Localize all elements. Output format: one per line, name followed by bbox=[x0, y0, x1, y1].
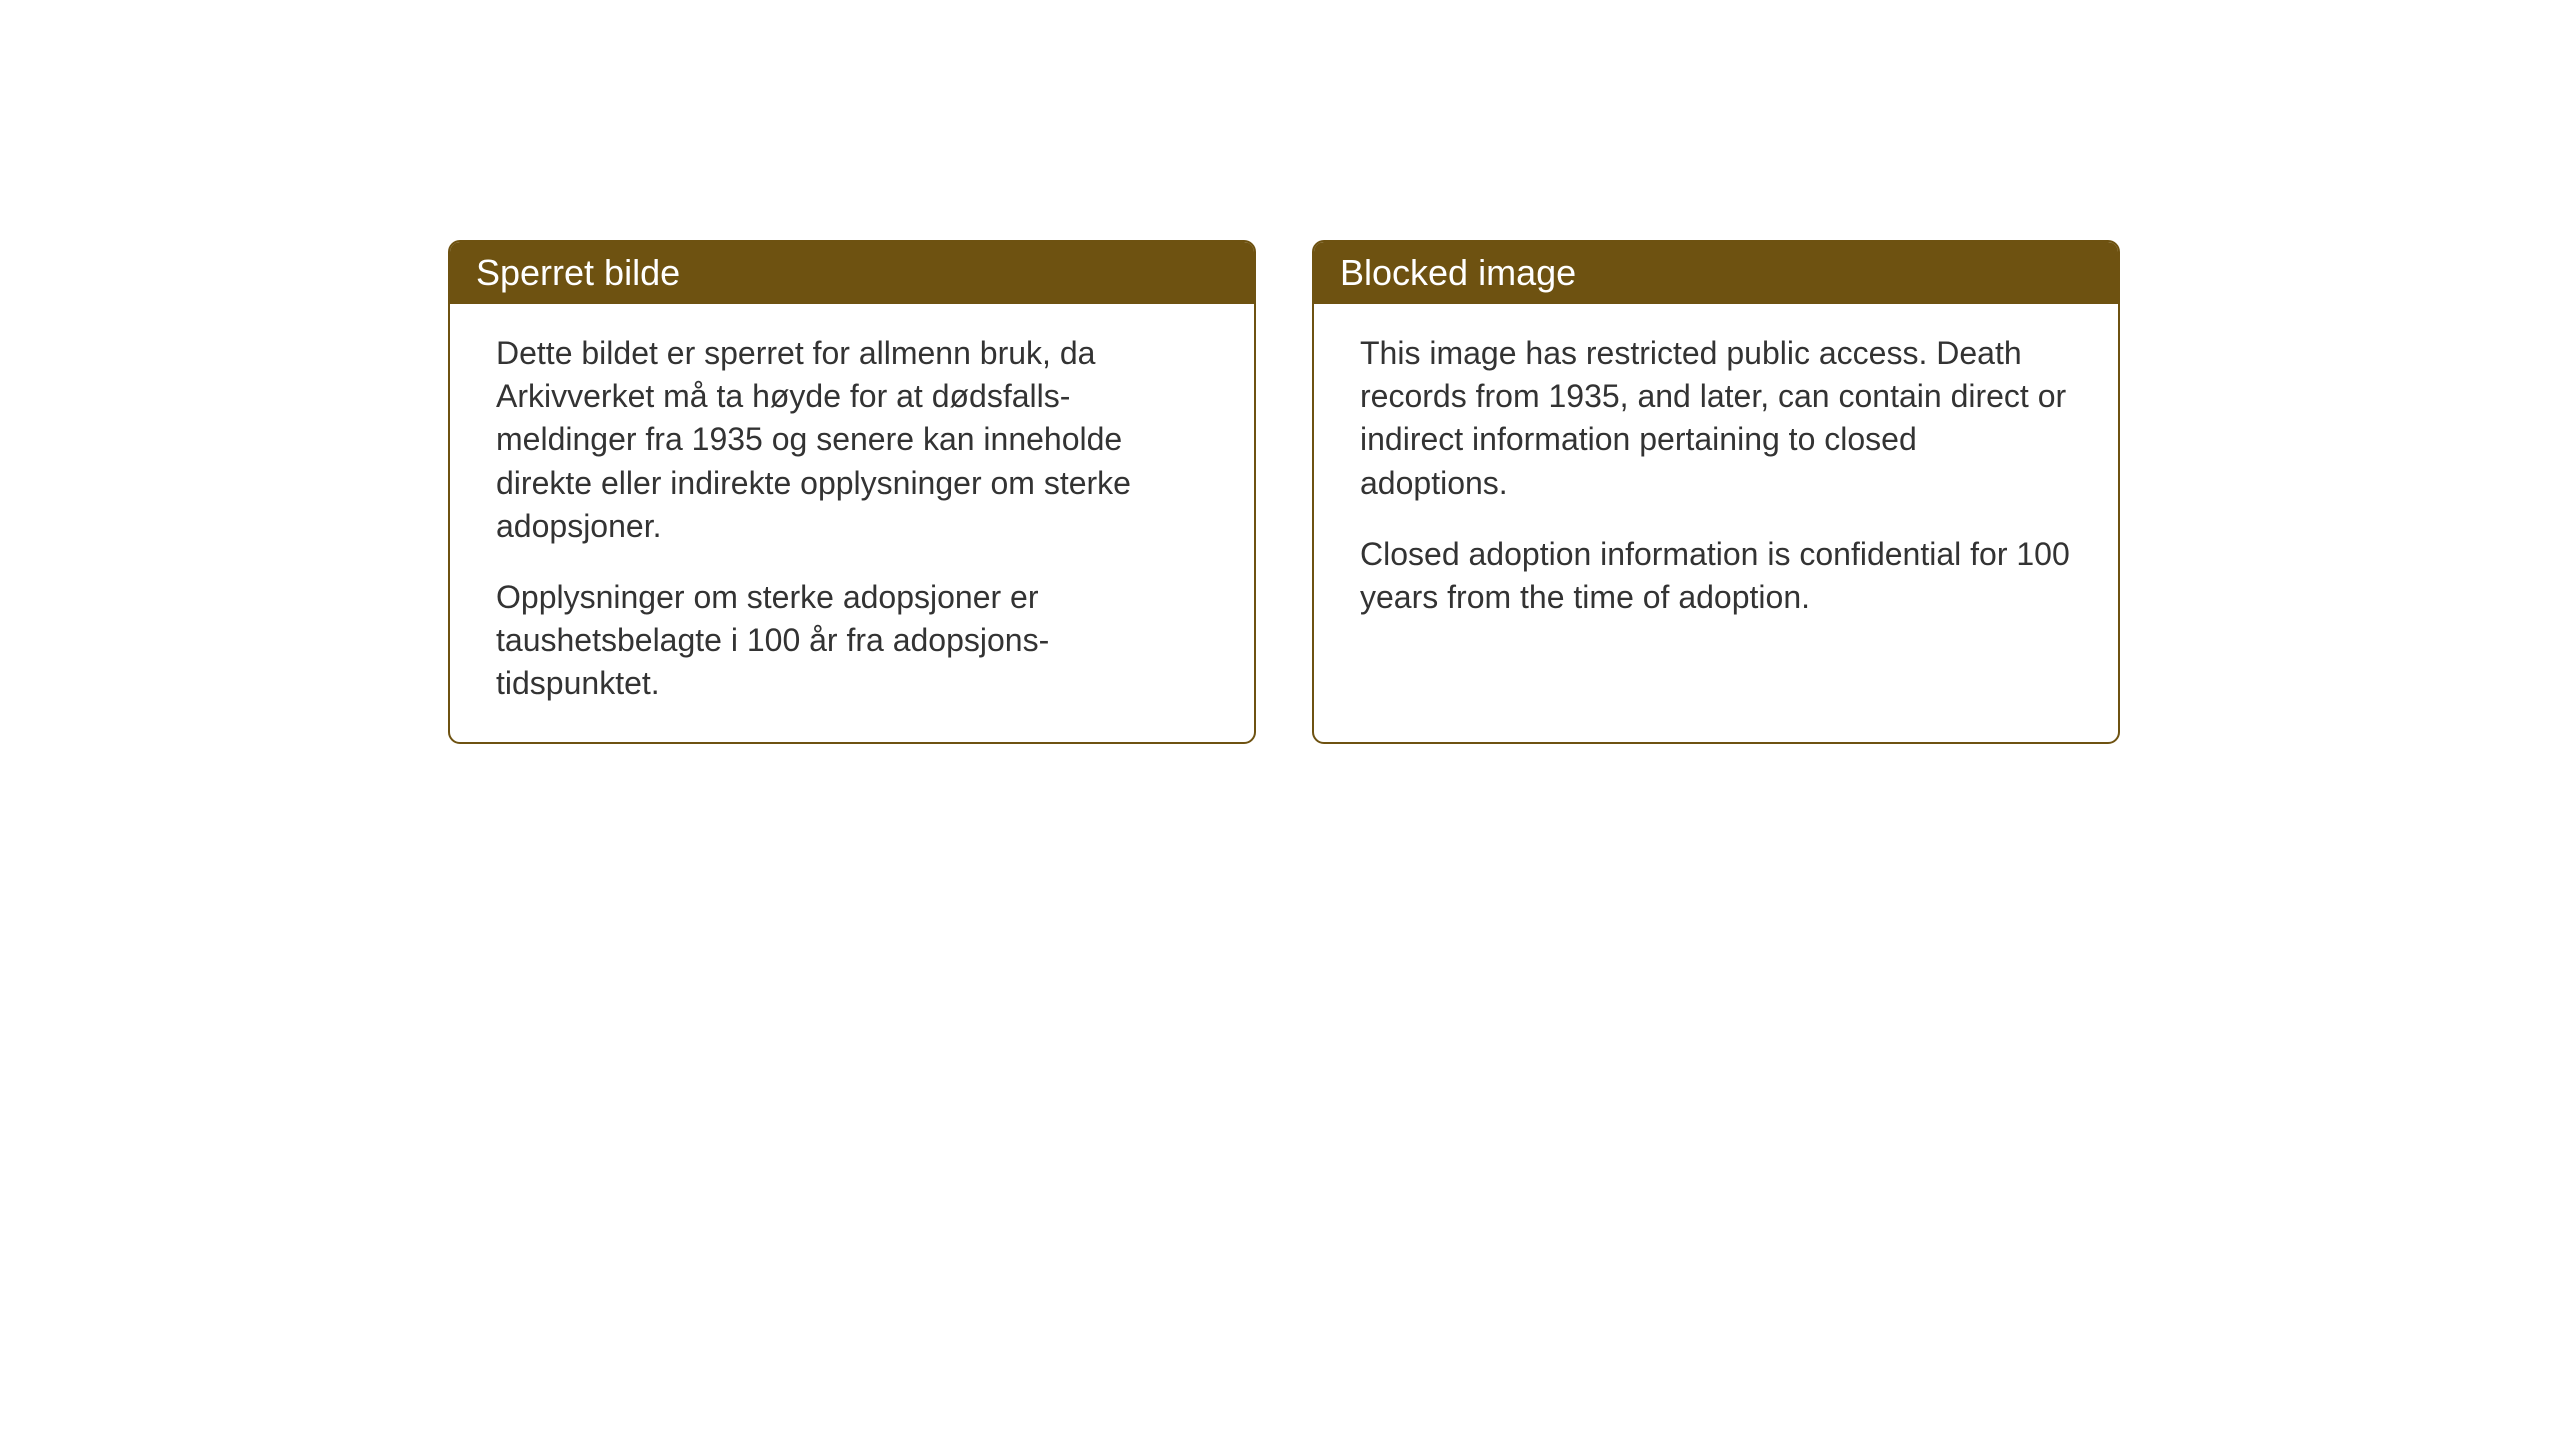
english-paragraph-1: This image has restricted public access.… bbox=[1360, 332, 2072, 505]
english-card-body: This image has restricted public access.… bbox=[1314, 304, 2118, 655]
norwegian-paragraph-1: Dette bildet er sperret for allmenn bruk… bbox=[496, 332, 1208, 548]
english-paragraph-2: Closed adoption information is confident… bbox=[1360, 533, 2072, 619]
norwegian-card-body: Dette bildet er sperret for allmenn bruk… bbox=[450, 304, 1254, 742]
english-card-title: Blocked image bbox=[1314, 242, 2118, 304]
norwegian-paragraph-2: Opplysninger om sterke adopsjoner er tau… bbox=[496, 576, 1208, 706]
norwegian-card-title: Sperret bilde bbox=[450, 242, 1254, 304]
cards-container: Sperret bilde Dette bildet er sperret fo… bbox=[448, 240, 2120, 744]
english-blocked-card: Blocked image This image has restricted … bbox=[1312, 240, 2120, 744]
norwegian-blocked-card: Sperret bilde Dette bildet er sperret fo… bbox=[448, 240, 1256, 744]
